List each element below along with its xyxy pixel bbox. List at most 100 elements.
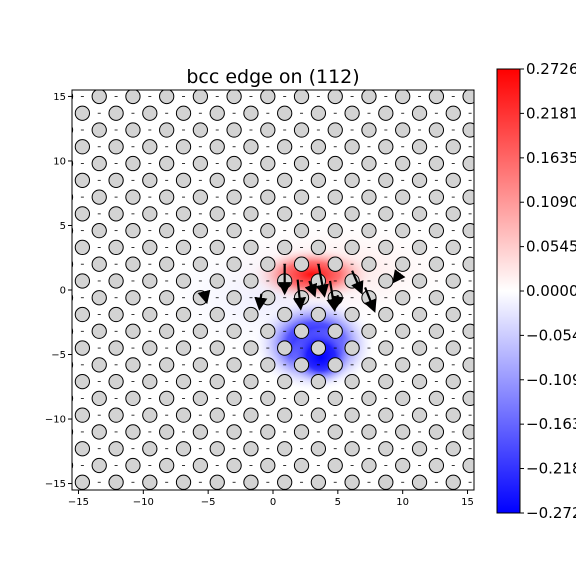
atom [243,273,259,289]
atom [243,441,259,457]
atom [462,424,474,440]
atom [277,139,293,155]
atom [260,256,276,272]
atom [142,407,158,423]
atom [378,373,394,390]
atom [125,323,141,339]
atom [142,206,158,222]
atom [125,457,141,474]
atom [260,323,276,339]
atom [75,73,89,87]
atom [411,474,428,490]
atom [445,206,461,222]
atom [378,441,394,457]
atom [142,139,158,155]
atom [428,424,445,440]
atom [378,407,394,423]
atom [378,105,394,121]
atom [125,122,141,138]
atom [411,373,428,390]
atom [361,357,377,373]
atom [243,239,259,256]
atom [226,357,242,373]
atom [226,122,242,138]
atom [344,105,360,121]
x-tick-label: −5 [201,497,216,508]
atom [277,239,293,256]
atom [260,90,276,105]
atom [361,390,377,407]
atom [125,390,141,407]
y-tick-label: −5 [51,350,66,361]
atom [72,327,74,336]
atom [293,189,310,205]
atom [142,441,158,457]
atom [327,90,343,105]
atom [108,340,124,356]
x-tick-label: −15 [68,497,89,508]
atom [243,105,259,121]
atom [428,223,445,239]
y-tick-label: −15 [45,479,66,490]
atom [74,340,91,356]
atom [159,223,175,239]
atom [260,290,276,306]
atom [429,492,443,506]
atom [175,407,192,423]
displacement-arrow [254,293,268,311]
atom [108,407,124,423]
atom [243,206,259,222]
atom [226,223,242,239]
atom [108,306,124,323]
atom [411,172,428,188]
atom [74,407,91,423]
atom [480,106,494,120]
atom [277,474,293,490]
y-tick-label: 10 [53,156,66,167]
atom [192,122,209,138]
atom [462,390,474,407]
atom [243,139,259,155]
atom [411,441,428,457]
atom [428,290,445,306]
atom [159,424,175,440]
atom [125,90,141,105]
atom [361,155,377,172]
colorbar-tick-label: −0.2726 [526,504,576,522]
atom [462,256,474,272]
atom [428,457,445,474]
atom [293,122,310,138]
atom [445,239,461,256]
y-axis: −15 −10 −5 0 5 10 15 [45,92,72,490]
atom [378,206,394,222]
atom [74,273,91,289]
atom [411,340,428,356]
atom [411,239,428,256]
atom [327,290,343,306]
atom [462,290,474,306]
x-tick-label: 15 [461,497,474,508]
atom [159,357,175,373]
atom [428,90,445,105]
atom [462,357,474,373]
atom [395,323,411,339]
displacement-arrow [315,263,329,298]
atom [428,390,445,407]
atom [310,206,327,222]
atom [209,206,225,222]
atom [462,122,474,138]
atom [480,140,494,154]
atom [480,207,494,221]
atom [226,155,242,172]
atom [72,394,74,403]
atom [362,492,376,506]
atom [310,441,327,457]
atom [293,223,310,239]
atom [395,290,411,306]
atom [277,306,293,323]
atom [72,461,74,470]
atom [175,105,192,121]
atom [74,139,91,155]
atom [411,206,428,222]
